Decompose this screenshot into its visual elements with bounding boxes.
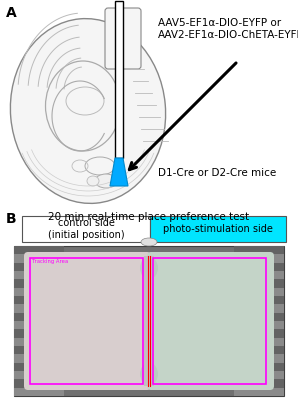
Bar [14, 329, 64, 338]
Text: D1-Cre or D2-Cre mice: D1-Cre or D2-Cre mice [158, 168, 276, 178]
Text: control side
(initial position): control side (initial position) [48, 218, 124, 240]
Text: 20 min real-time place preference test: 20 min real-time place preference test [49, 212, 249, 222]
Text: B: B [6, 212, 17, 226]
Bar [234, 371, 284, 379]
Bar [14, 304, 64, 313]
Ellipse shape [10, 19, 166, 203]
Bar [234, 329, 284, 338]
Text: AAV5-EF1α-DIO-EYFP or: AAV5-EF1α-DIO-EYFP or [158, 18, 281, 28]
Text: A: A [6, 6, 17, 20]
Polygon shape [110, 158, 128, 186]
FancyBboxPatch shape [24, 252, 151, 390]
FancyBboxPatch shape [105, 8, 141, 69]
Text: AAV2-EF1α-DIO-ChETA-EYFP: AAV2-EF1α-DIO-ChETA-EYFP [158, 30, 298, 40]
Ellipse shape [141, 238, 157, 246]
Bar [14, 313, 64, 321]
Bar [14, 288, 64, 296]
Bar [234, 321, 284, 329]
Bar [234, 288, 284, 296]
Bar [22, 216, 150, 242]
Bar [14, 363, 64, 371]
Ellipse shape [140, 257, 158, 279]
Bar [115, 1, 123, 158]
Bar [30, 258, 143, 384]
Bar [14, 246, 284, 396]
Bar [234, 304, 284, 313]
Bar [144, 256, 154, 386]
Bar [234, 338, 284, 346]
Bar [234, 313, 284, 321]
Bar [234, 271, 284, 279]
Bar [234, 354, 284, 363]
Bar [14, 254, 64, 263]
Bar [14, 388, 64, 396]
Bar [14, 354, 64, 363]
Bar [14, 279, 64, 288]
Bar [14, 346, 64, 354]
Bar [14, 246, 64, 254]
Bar [14, 263, 64, 271]
Bar [14, 338, 64, 346]
Bar [234, 254, 284, 263]
Bar [14, 321, 64, 329]
Bar [234, 388, 284, 396]
FancyBboxPatch shape [147, 252, 274, 390]
Bar [234, 379, 284, 388]
Bar [234, 363, 284, 371]
Bar [14, 371, 64, 379]
Bar [234, 246, 284, 254]
Text: photo-stimulation side: photo-stimulation side [163, 224, 273, 234]
Ellipse shape [87, 176, 99, 186]
Bar [234, 263, 284, 271]
Bar [234, 279, 284, 288]
Ellipse shape [140, 363, 158, 385]
Bar [150, 216, 286, 242]
Bar [234, 296, 284, 304]
Bar [234, 346, 284, 354]
Bar [153, 258, 266, 384]
Text: Tracking Area: Tracking Area [32, 259, 68, 264]
Bar [14, 271, 64, 279]
Ellipse shape [95, 174, 117, 188]
Bar [14, 379, 64, 388]
Bar [14, 296, 64, 304]
